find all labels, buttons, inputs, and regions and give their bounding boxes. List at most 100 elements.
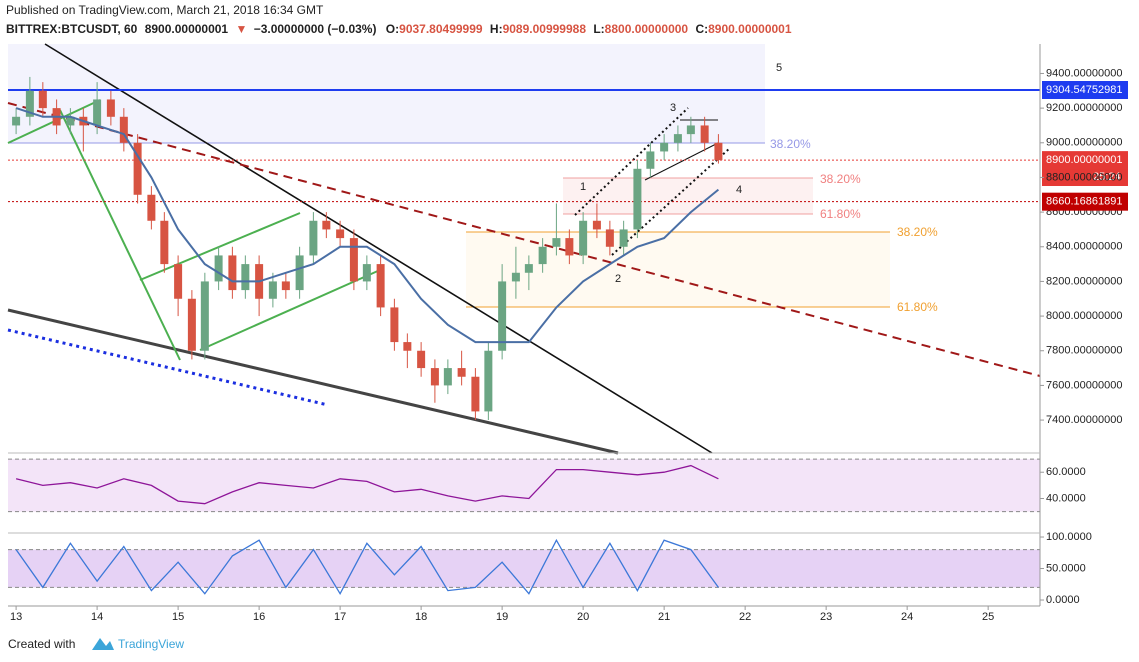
c: 8900.00000001	[708, 22, 792, 36]
y-tick-label: 9000.00000000	[1046, 137, 1122, 149]
wave-label: 5	[776, 62, 782, 74]
y-tick-label: 7400.00000000	[1046, 414, 1122, 426]
y-tick-label: 8200.00000000	[1046, 275, 1122, 287]
x-tick-label: 14	[91, 611, 103, 623]
candle-body	[673, 134, 682, 143]
x-tick-label: 17	[334, 611, 346, 623]
candle-body	[430, 368, 439, 386]
candle-body	[147, 194, 156, 221]
candle-body	[511, 272, 520, 282]
candle-body	[228, 255, 237, 291]
candle-body	[349, 238, 358, 282]
x-tick-label: 13	[10, 611, 22, 623]
x-tick-label: 24	[901, 611, 913, 623]
l-label: L:	[593, 22, 604, 36]
y-tick-label: 7600.00000000	[1046, 379, 1122, 391]
candle-body	[187, 298, 196, 351]
y-tick-label: 40.0000	[1046, 492, 1086, 504]
c-label: C:	[695, 22, 708, 36]
line-series	[15, 464, 719, 505]
candle-body	[714, 142, 723, 161]
trend-line	[7, 102, 1041, 377]
y-tick-label: 60.0000	[1046, 466, 1086, 478]
price-label: 9304.54752981	[1046, 84, 1122, 96]
candle-body	[660, 142, 669, 152]
h: 9089.00999988	[503, 22, 587, 36]
green-line	[199, 269, 381, 351]
logo	[92, 638, 114, 650]
candle-body	[538, 246, 547, 265]
y-tick-label: 100.0000	[1046, 531, 1092, 543]
candle-body	[565, 238, 574, 256]
candle-body	[336, 229, 345, 239]
triangle-line	[644, 142, 719, 181]
drawings: 38.20% 38.20% 61.80% 38.20% 61.80% 1 2 3…	[7, 43, 1041, 588]
y-tick-label: 8000.00000000	[1046, 310, 1122, 322]
candle-body	[281, 281, 290, 291]
candle-body	[524, 264, 533, 273]
symbol: BITTREX:BTCUSDT, 60	[6, 22, 138, 36]
channel-line	[611, 147, 731, 256]
candle-body	[362, 264, 371, 282]
trend-line	[7, 308, 619, 455]
x-tick-label: 19	[496, 611, 508, 623]
h-label: H:	[490, 22, 503, 36]
trend-line	[7, 328, 329, 407]
y-tick-label: 0.0000	[1046, 594, 1080, 606]
candle-body	[552, 238, 561, 247]
candle-body	[268, 281, 277, 299]
arrow: ▼	[235, 22, 247, 36]
fib-label: 38.20%	[897, 225, 938, 239]
x-tick-label: 15	[172, 611, 184, 623]
o: 9037.80499999	[399, 22, 483, 36]
candle-body	[160, 220, 169, 265]
x-tick-label: 23	[820, 611, 832, 623]
candle-body	[390, 307, 399, 343]
x-tick-label: 20	[577, 611, 589, 623]
candle-body	[443, 368, 452, 386]
wave-label: 4	[736, 184, 742, 196]
band-fill	[8, 549, 1040, 588]
countdown-box	[1042, 168, 1128, 186]
wave-label: 3	[670, 102, 676, 114]
candle-body	[700, 125, 709, 143]
x-tick-label: 22	[739, 611, 751, 623]
candle-body	[309, 220, 318, 256]
x-tick-label: 25	[982, 611, 994, 623]
y-tick-label: 8400.00000000	[1046, 241, 1122, 253]
candle-body	[38, 90, 47, 109]
published: Published on TradingView.com, March 21, …	[6, 3, 324, 17]
last: 8900.00000001	[145, 22, 229, 36]
candle-body	[579, 220, 588, 256]
y-tick-label: 9200.00000000	[1046, 102, 1122, 114]
o-label: O:	[386, 22, 399, 36]
wave-label: 1	[580, 181, 586, 193]
l: 8800.00000000	[605, 22, 689, 36]
candle-body	[119, 116, 128, 143]
fib-zone-orange	[466, 232, 890, 307]
fib-label: 38.20%	[820, 172, 861, 186]
price-label-box	[1042, 81, 1128, 100]
y-tick-label: 8800.00000000	[1046, 171, 1122, 183]
symbol-line: BITTREX:BTCUSDT, 60 8900.00000001 ▼ −3.0…	[6, 22, 792, 36]
candle-body	[605, 229, 614, 247]
price-label: 8660.16861891	[1046, 196, 1122, 208]
candle-body	[376, 264, 385, 308]
candle-body	[12, 116, 21, 126]
candle-body	[25, 90, 34, 117]
candle-body	[66, 116, 75, 126]
x-tick-label: 21	[658, 611, 670, 623]
change: −3.00000000 (−0.03%)	[254, 22, 377, 36]
candle-body	[133, 142, 142, 195]
footer-brand[interactable]: TradingView	[118, 637, 184, 651]
countdown: 25:24	[1093, 171, 1121, 183]
line-series	[15, 107, 720, 344]
candle-body	[686, 125, 695, 135]
x-tick-label: 18	[415, 611, 427, 623]
channel-line	[574, 107, 689, 216]
price-label-box	[1042, 151, 1128, 170]
candle-body	[471, 376, 480, 412]
candle-body	[498, 281, 507, 351]
price-label: 8900.00000001	[1046, 154, 1122, 166]
candle-body	[322, 220, 331, 230]
